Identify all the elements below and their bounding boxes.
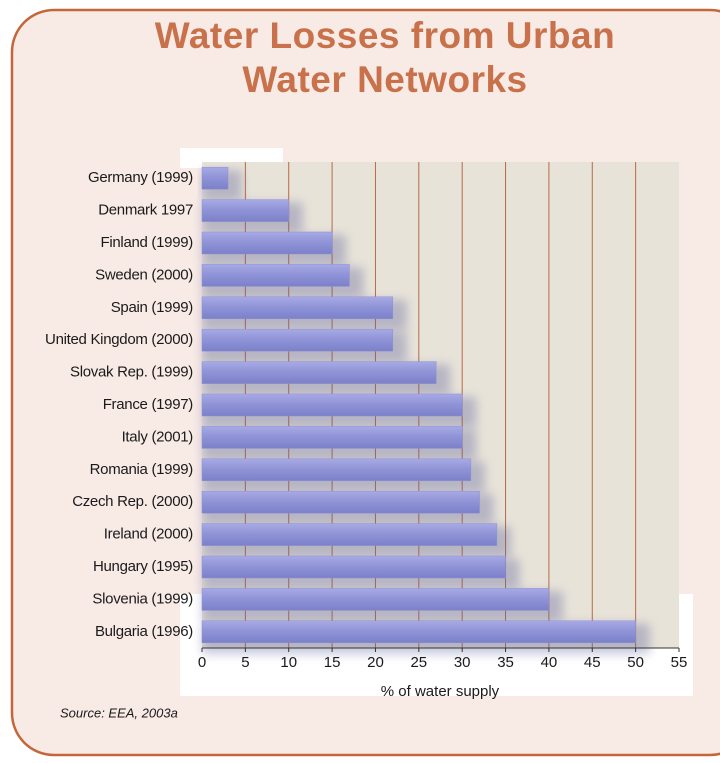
y-tick-label: Slovenia (1999) bbox=[92, 590, 193, 607]
y-tick-label: Romania (1999) bbox=[90, 461, 194, 478]
x-tick-label: 50 bbox=[627, 654, 644, 671]
bar bbox=[201, 231, 333, 255]
y-tick-label: Hungary (1995) bbox=[93, 558, 193, 575]
x-tick-label: 20 bbox=[367, 654, 384, 671]
y-tick-label: Bulgaria (1996) bbox=[95, 623, 193, 640]
bar bbox=[201, 588, 550, 611]
x-axis-label: % of water supply bbox=[381, 683, 500, 700]
bar bbox=[201, 166, 229, 190]
x-tick-label: 0 bbox=[198, 654, 206, 671]
x-tick-label: 55 bbox=[671, 654, 688, 671]
bar bbox=[201, 620, 636, 644]
x-tick-label: 30 bbox=[454, 654, 471, 671]
x-tick-label: 45 bbox=[584, 654, 601, 671]
bar bbox=[201, 458, 472, 482]
x-tick-label: 10 bbox=[280, 654, 297, 671]
y-tick-label: Slovak Rep. (1999) bbox=[70, 364, 193, 381]
bar bbox=[201, 199, 289, 222]
bar bbox=[201, 296, 394, 320]
bar bbox=[201, 264, 350, 287]
bar bbox=[201, 393, 463, 417]
chart-title: Water Losses from Urban Water Networks bbox=[154, 15, 616, 100]
y-tick-label: Czech Rep. (2000) bbox=[72, 493, 193, 510]
y-tick-label: Spain (1999) bbox=[111, 299, 194, 316]
y-tick-label: Ireland (2000) bbox=[104, 526, 193, 543]
bar bbox=[201, 490, 480, 514]
bar bbox=[201, 426, 463, 449]
x-tick-label: 40 bbox=[541, 654, 558, 671]
y-tick-label: Denmark 1997 bbox=[98, 202, 193, 219]
source: Source: EEA, 2003a bbox=[60, 705, 178, 720]
x-tick-label: 15 bbox=[324, 654, 341, 671]
bar bbox=[201, 361, 437, 384]
bar bbox=[201, 523, 498, 546]
x-tick-label: 35 bbox=[497, 654, 514, 671]
x-tick-label: 25 bbox=[410, 654, 427, 671]
bar bbox=[201, 555, 506, 579]
x-tick-label: 5 bbox=[241, 654, 249, 671]
y-tick-label: France (1997) bbox=[103, 396, 194, 413]
y-tick-label: Italy (2001) bbox=[122, 428, 194, 445]
y-tick-label: Finland (1999) bbox=[100, 234, 193, 251]
y-tick-label: United Kingdom (2000) bbox=[45, 331, 193, 348]
y-tick-label: Germany (1999) bbox=[88, 169, 193, 186]
bar bbox=[201, 328, 394, 352]
y-tick-label: Sweden (2000) bbox=[95, 266, 193, 283]
